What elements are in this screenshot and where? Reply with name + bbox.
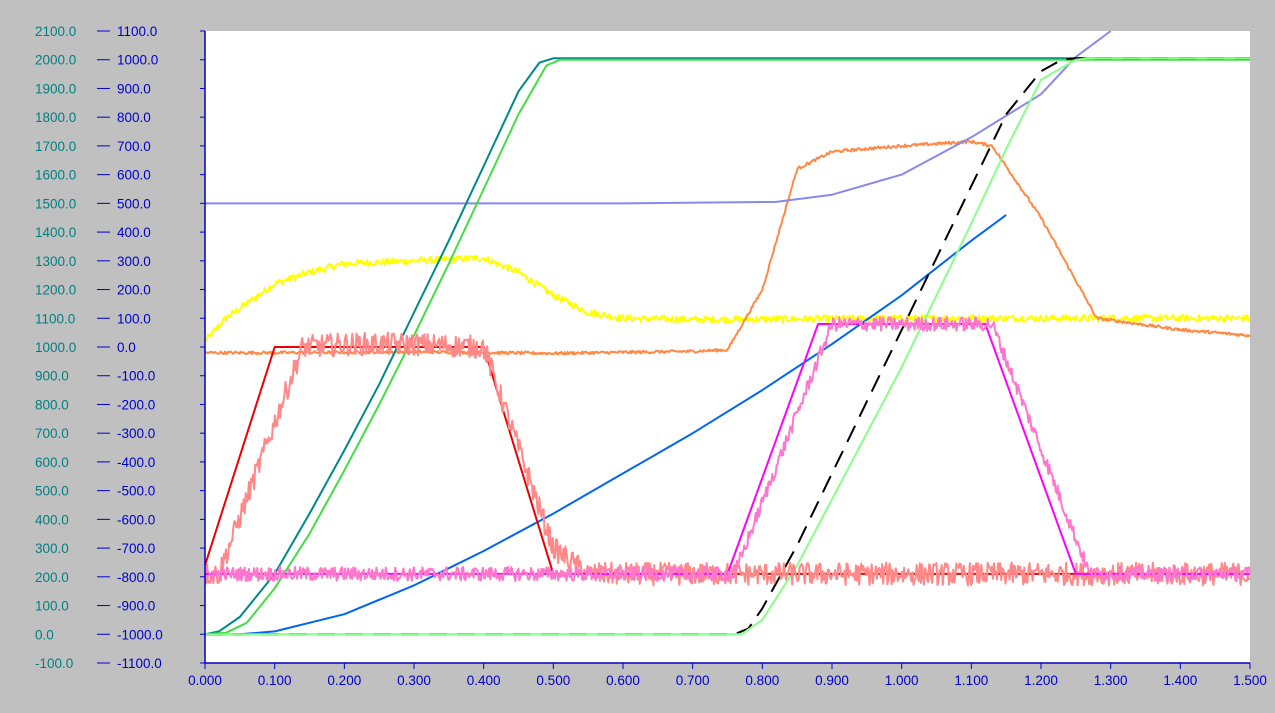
y-right-tick-label: 400.0 — [117, 225, 151, 240]
y-left-tick-label: 500.0 — [35, 484, 69, 499]
y-right-tick-label: -800.0 — [117, 570, 155, 585]
y-left-tick-label: -100.0 — [35, 656, 73, 671]
y-right-tick-label: -700.0 — [117, 541, 155, 556]
x-tick-label: 1.400 — [1163, 673, 1197, 688]
y-left-tick-label: 700.0 — [35, 426, 69, 441]
y-right-tick-label: 500.0 — [117, 196, 151, 211]
y-right-tick-label: -500.0 — [117, 484, 155, 499]
y-left-tick-label: 1900.0 — [35, 81, 76, 96]
y-left-tick-label: 1400.0 — [35, 225, 76, 240]
x-tick-label: 1.500 — [1233, 673, 1267, 688]
y-right-tick-label: -1100.0 — [117, 656, 162, 671]
x-tick-label: 1.000 — [885, 673, 919, 688]
y-right-tick-label: -400.0 — [117, 455, 155, 470]
x-tick-label: 0.300 — [397, 673, 431, 688]
y-right-tick-label: 1000.0 — [117, 53, 158, 68]
y-left-tick-label: 200.0 — [35, 570, 69, 585]
x-tick-label: 0.200 — [327, 673, 361, 688]
x-tick-label: 0.400 — [467, 673, 501, 688]
y-right-tick-label: 100.0 — [117, 311, 151, 326]
y-right-tick-label: 300.0 — [117, 254, 151, 269]
y-left-tick-label: 1100.0 — [35, 311, 75, 326]
x-tick-label: 1.100 — [954, 673, 988, 688]
y-left-tick-label: 1700.0 — [35, 139, 76, 154]
y-right-tick-label: 0.0 — [117, 340, 136, 355]
y-left-tick-label: 1000.0 — [35, 340, 76, 355]
y-left-tick-label: 1300.0 — [35, 254, 76, 269]
y-right-tick-label: -100.0 — [117, 369, 155, 384]
x-tick-label: 0.700 — [676, 673, 710, 688]
y-right-tick-label: 900.0 — [117, 81, 151, 96]
y-left-tick-label: 2000.0 — [35, 53, 76, 68]
y-left-tick-label: 100.0 — [35, 599, 69, 614]
y-right-tick-label: 1100.0 — [117, 24, 157, 39]
y-left-tick-label: 600.0 — [35, 455, 69, 470]
y-left-tick-label: 1200.0 — [35, 283, 76, 298]
y-left-tick-label: 0.0 — [35, 627, 54, 642]
y-left-tick-label: 800.0 — [35, 397, 69, 412]
y-right-tick-label: 800.0 — [117, 110, 151, 125]
x-tick-label: 1.300 — [1094, 673, 1128, 688]
y-right-tick-label: 200.0 — [117, 283, 151, 298]
x-tick-label: 0.600 — [606, 673, 640, 688]
x-tick-label: 0.100 — [258, 673, 292, 688]
y-left-tick-label: 1500.0 — [35, 196, 76, 211]
x-tick-label: 0.500 — [536, 673, 570, 688]
x-tick-label: 0.900 — [815, 673, 849, 688]
y-right-tick-label: -300.0 — [117, 426, 155, 441]
x-tick-label: 0.000 — [188, 673, 222, 688]
y-right-tick-label: -200.0 — [117, 397, 155, 412]
y-left-tick-label: 2100.0 — [35, 24, 76, 39]
y-right-tick-label: 600.0 — [117, 168, 151, 183]
y-left-tick-label: 300.0 — [35, 541, 69, 556]
x-tick-label: 0.800 — [745, 673, 779, 688]
y-left-tick-label: 900.0 — [35, 369, 69, 384]
y-left-tick-label: 1800.0 — [35, 110, 76, 125]
x-tick-label: 1.200 — [1024, 673, 1058, 688]
y-right-tick-label: -900.0 — [117, 599, 155, 614]
y-left-tick-label: 400.0 — [35, 512, 69, 527]
y-right-tick-label: 700.0 — [117, 139, 151, 154]
y-right-tick-label: -1000.0 — [117, 627, 163, 642]
y-left-tick-label: 1600.0 — [35, 168, 76, 183]
y-right-tick-label: -600.0 — [117, 512, 155, 527]
